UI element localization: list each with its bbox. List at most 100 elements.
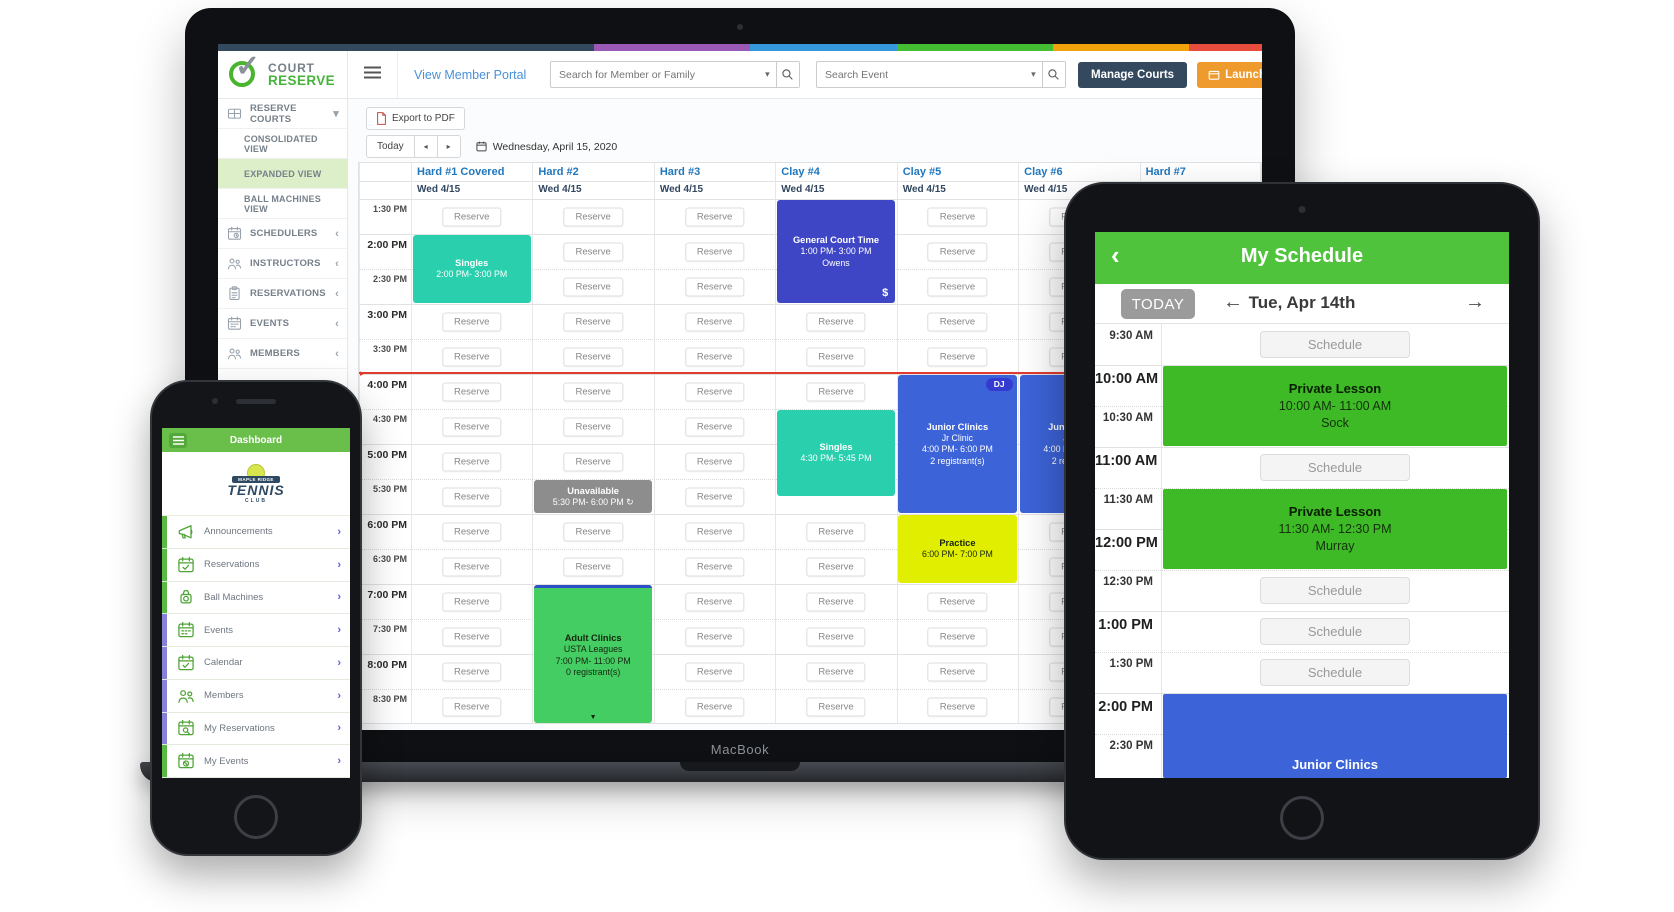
reserve-button[interactable]: Reserve <box>684 417 745 436</box>
reserve-button[interactable]: Reserve <box>684 312 745 331</box>
reserve-button[interactable]: Reserve <box>927 207 988 226</box>
reserve-button[interactable]: Reserve <box>806 382 866 401</box>
reserve-button[interactable]: Reserve <box>442 417 502 436</box>
phone-menu-item-calendar[interactable]: Calendar › <box>162 647 350 680</box>
launch-portal-button[interactable]: Launch Portal <box>1197 61 1262 88</box>
calendar-event[interactable]: Adult Clinics USTA Leagues 7:00 PM- 11:00 … <box>533 585 653 723</box>
event-search-input[interactable] <box>817 62 1026 87</box>
phone-menu-item-members[interactable]: Members › <box>162 679 350 713</box>
prev-day-button[interactable]: ◂ <box>414 135 438 158</box>
sidebar-item-reserve-courts[interactable]: RESERVE COURTS ▾ <box>218 99 347 129</box>
reserve-button[interactable]: Reserve <box>563 312 623 331</box>
member-search-button[interactable] <box>775 62 799 87</box>
phone-menu-item-reservations[interactable]: Reservations › <box>162 548 350 582</box>
calendar-event[interactable]: General Court Time 1:00 PM- 3:00 PM Owens $ <box>776 200 896 303</box>
reserve-button[interactable]: Reserve <box>442 627 502 646</box>
reserve-button[interactable]: Reserve <box>563 277 623 296</box>
phone-menu-button[interactable] <box>169 432 187 448</box>
reserve-button[interactable]: Reserve <box>927 697 988 716</box>
reserve-button[interactable]: Reserve <box>684 522 745 541</box>
reserve-button[interactable]: Reserve <box>442 662 502 681</box>
reserve-button[interactable]: Reserve <box>806 697 866 716</box>
reserve-button[interactable]: Reserve <box>927 592 988 611</box>
schedule-button[interactable]: Schedule <box>1260 331 1410 358</box>
reserve-button[interactable]: Reserve <box>927 627 988 646</box>
sidebar-item-instructors[interactable]: INSTRUCTORS ‹ <box>218 249 347 279</box>
reserve-button[interactable]: Reserve <box>442 452 502 471</box>
reserve-button[interactable]: Reserve <box>684 277 745 296</box>
reserve-button[interactable]: Reserve <box>684 592 745 611</box>
reserve-button[interactable]: Reserve <box>442 522 502 541</box>
reserve-button[interactable]: Reserve <box>927 277 988 296</box>
reserve-button[interactable]: Reserve <box>684 207 745 226</box>
reserve-button[interactable]: Reserve <box>563 347 623 366</box>
tablet-today-button[interactable]: TODAY <box>1121 289 1195 319</box>
reserve-button[interactable]: Reserve <box>442 207 502 226</box>
sidebar-item-reservations[interactable]: RESERVATIONS ‹ <box>218 279 347 309</box>
reserve-button[interactable]: Reserve <box>684 627 745 646</box>
calendar-event[interactable]: Practice 6:00 PM- 7:00 PM <box>898 515 1017 583</box>
reserve-button[interactable]: Reserve <box>806 662 866 681</box>
reserve-button[interactable]: Reserve <box>806 592 866 611</box>
reserve-button[interactable]: Reserve <box>806 347 866 366</box>
reserve-button[interactable]: Reserve <box>806 627 866 646</box>
member-search-input[interactable] <box>551 62 760 87</box>
event-search-button[interactable] <box>1041 62 1065 87</box>
sidebar-item-members[interactable]: MEMBERS ‹ <box>218 339 347 369</box>
chevron-down-icon[interactable]: ▾ <box>765 69 770 79</box>
schedule-event[interactable]: Junior Clinics <box>1163 694 1507 778</box>
sidebar-item-ball-machines-view[interactable]: BALL MACHINES VIEW <box>218 189 347 219</box>
sidebar-item-expanded-view[interactable]: EXPANDED VIEW <box>218 159 347 189</box>
reserve-button[interactable]: Reserve <box>684 382 745 401</box>
sidebar-item-events[interactable]: EVENTS ‹ <box>218 309 347 339</box>
reserve-button[interactable]: Reserve <box>442 592 502 611</box>
reserve-button[interactable]: Reserve <box>684 452 745 471</box>
menu-toggle-button[interactable] <box>348 51 398 98</box>
reserve-button[interactable]: Reserve <box>684 347 745 366</box>
reserve-button[interactable]: Reserve <box>563 417 623 436</box>
sidebar-item-schedulers[interactable]: SCHEDULERS ‹ <box>218 219 347 249</box>
reserve-button[interactable]: Reserve <box>684 487 745 506</box>
today-button[interactable]: Today <box>366 135 415 158</box>
back-chevron-icon[interactable]: ‹ <box>1111 240 1120 270</box>
reserve-button[interactable]: Reserve <box>806 522 866 541</box>
reserve-button[interactable]: Reserve <box>927 242 988 261</box>
reserve-button[interactable]: Reserve <box>684 557 745 576</box>
export-to-pdf-button[interactable]: Export to PDF <box>366 107 465 130</box>
reserve-button[interactable]: Reserve <box>684 242 745 261</box>
schedule-button[interactable]: Schedule <box>1260 659 1410 686</box>
reserve-button[interactable]: Reserve <box>927 662 988 681</box>
phone-menu-item-events[interactable]: Events › <box>162 614 350 647</box>
chevron-down-icon[interactable]: ▾ <box>1031 69 1036 79</box>
reserve-button[interactable]: Reserve <box>563 242 623 261</box>
view-member-portal-link[interactable]: View Member Portal <box>414 67 527 82</box>
sidebar-item-consolidated-view[interactable]: CONSOLIDATED VIEW <box>218 129 347 159</box>
schedule-button[interactable]: Schedule <box>1260 454 1410 481</box>
reserve-button[interactable]: Reserve <box>563 207 623 226</box>
calendar-event[interactable]: Singles 2:00 PM- 3:00 PM <box>412 235 531 303</box>
prev-day-arrow-icon[interactable]: ← <box>1223 291 1243 313</box>
phone-menu-item-my-reservations[interactable]: My Reservations › <box>162 712 350 746</box>
reserve-button[interactable]: Reserve <box>442 697 502 716</box>
reserve-button[interactable]: Reserve <box>806 312 866 331</box>
reserve-button[interactable]: Reserve <box>442 557 502 576</box>
reserve-button[interactable]: Reserve <box>442 382 502 401</box>
reserve-button[interactable]: Reserve <box>442 347 502 366</box>
schedule-button[interactable]: Schedule <box>1260 618 1410 645</box>
schedule-button[interactable]: Schedule <box>1260 577 1410 604</box>
reserve-button[interactable]: Reserve <box>684 662 745 681</box>
schedule-event[interactable]: Private Lesson 11:30 AM- 12:30 PM Murray <box>1163 489 1507 569</box>
calendar-event[interactable]: Unavailable 5:30 PM- 6:00 PM ↻ <box>533 480 653 513</box>
schedule-event[interactable]: Private Lesson 10:00 AM- 11:00 AM Sock <box>1163 366 1507 446</box>
reserve-button[interactable]: Reserve <box>684 697 745 716</box>
next-day-arrow-icon[interactable]: → <box>1465 291 1485 313</box>
reserve-button[interactable]: Reserve <box>927 312 988 331</box>
phone-menu-item-ball-machines[interactable]: Ball Machines › <box>162 581 350 615</box>
manage-courts-button[interactable]: Manage Courts <box>1078 61 1188 88</box>
reserve-button[interactable]: Reserve <box>442 312 502 331</box>
phone-menu-item-announcements[interactable]: Announcements › <box>162 516 350 549</box>
phone-menu-item-my-events[interactable]: My Events › <box>162 745 350 778</box>
reserve-button[interactable]: Reserve <box>563 382 623 401</box>
reserve-button[interactable]: Reserve <box>563 522 623 541</box>
